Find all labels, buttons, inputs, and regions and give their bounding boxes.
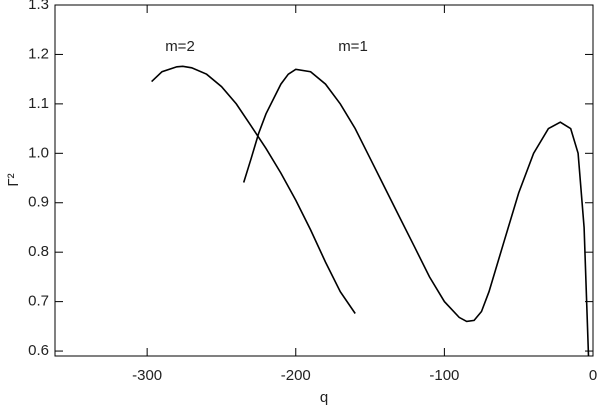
y-tick-label: 1.2 — [28, 45, 49, 62]
line — [242, 68, 590, 357]
x-tick-label: 0 — [589, 367, 597, 384]
annotation: m=2 — [165, 38, 195, 55]
annotation: m=1 — [338, 38, 368, 55]
x-tick-label: -300 — [132, 367, 162, 384]
y-tick-label: 1.3 — [28, 0, 49, 13]
line — [151, 65, 356, 314]
y-tick-label: 1.1 — [28, 95, 49, 112]
y-tick-label: 0.7 — [28, 293, 49, 310]
x-tick-label: -100 — [429, 367, 459, 384]
x-tick-label: -200 — [281, 367, 311, 384]
y-tick-label: 0.6 — [28, 342, 49, 359]
y-axis-label: Γ² — [5, 173, 22, 186]
plot-frame — [54, 4, 594, 357]
y-tick-label: 0.8 — [28, 243, 49, 260]
x-axis-label: q — [320, 389, 328, 406]
y-tick-label: 0.9 — [28, 194, 49, 211]
y-tick-label: 1.0 — [28, 144, 49, 161]
